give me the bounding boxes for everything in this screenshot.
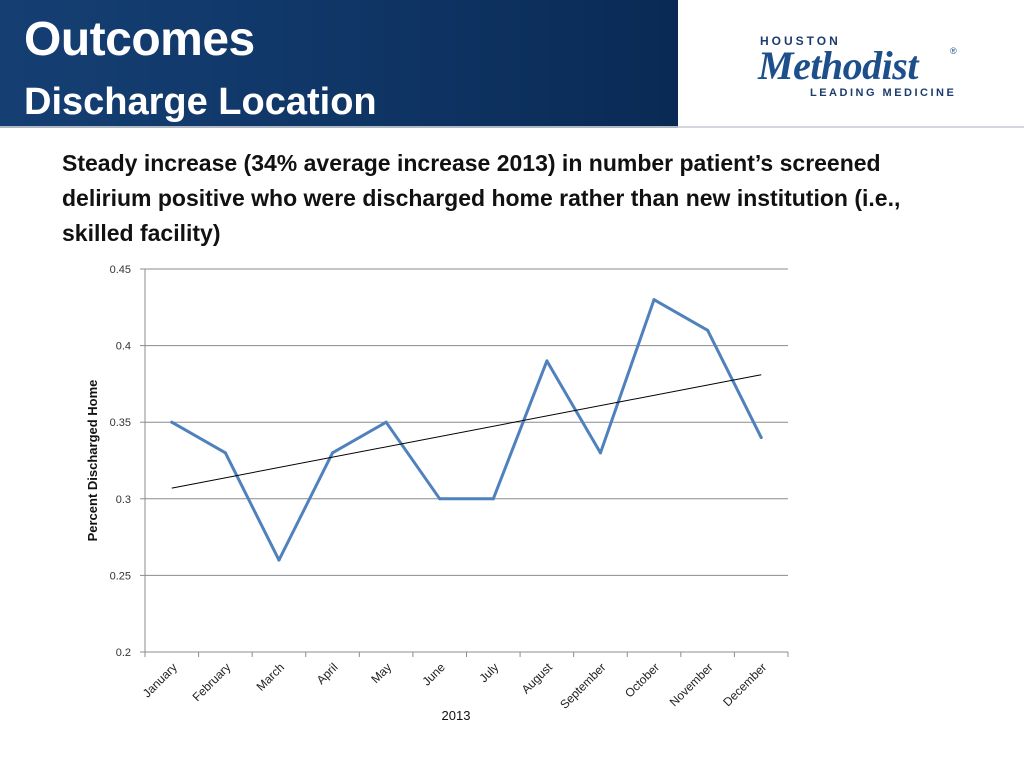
x-tick-label-june: June xyxy=(420,660,449,689)
x-tick-label-august: August xyxy=(519,660,556,697)
logo-top-text: HOUSTON xyxy=(760,34,841,48)
data-point-march xyxy=(277,558,281,562)
summary-text: Steady increase (34% average increase 20… xyxy=(62,150,901,246)
axes xyxy=(140,268,789,657)
houston-methodist-logo: HOUSTON Methodist ® LEADING MEDICINE xyxy=(678,0,1024,128)
data-point-august xyxy=(545,359,549,363)
data-point-june xyxy=(438,497,442,501)
slide-header: Outcomes Discharge Location HOUSTON Meth… xyxy=(0,0,1024,128)
x-tick-label-may: May xyxy=(368,660,394,686)
trendline xyxy=(171,374,762,489)
x-tick-label-february: February xyxy=(190,660,234,704)
series xyxy=(170,298,763,562)
y-tick-labels: 0.2 0.25 0.3 0.35 0.4 0.45 xyxy=(110,264,131,659)
logo-registered-mark: ® xyxy=(950,46,957,56)
y-tick-label: 0.2 xyxy=(116,647,131,659)
slide-title: Outcomes xyxy=(24,13,255,66)
data-point-july xyxy=(491,497,495,501)
y-tick-label: 0.45 xyxy=(110,264,131,276)
data-point-may xyxy=(384,420,388,424)
x-tick-label-november: November xyxy=(667,660,716,709)
x-tick-label-march: March xyxy=(254,660,287,693)
y-axis-title: Percent Discharged Home xyxy=(85,380,100,542)
x-tick-label-july: July xyxy=(476,660,501,685)
series-line xyxy=(170,298,763,562)
y-tick-label: 0.25 xyxy=(110,570,131,582)
y-tick-label: 0.4 xyxy=(116,341,131,353)
title-band: Outcomes Discharge Location xyxy=(0,0,678,128)
data-point-december xyxy=(759,436,763,440)
logo-tagline: LEADING MEDICINE xyxy=(810,87,957,99)
slide-subtitle: Discharge Location xyxy=(24,81,377,123)
line-chart: 0.2 0.25 0.3 0.35 0.4 0.45 January February Mar… xyxy=(85,264,789,723)
x-tick-label-january: January xyxy=(140,660,180,700)
x-tick-label-september: September xyxy=(557,660,608,711)
data-point-september xyxy=(598,451,602,455)
x-tick-label-april: April xyxy=(314,660,341,687)
x-tick-label-december: December xyxy=(720,660,769,709)
y-tick-label: 0.35 xyxy=(110,417,131,429)
data-point-october xyxy=(652,298,656,302)
data-point-january xyxy=(170,420,174,424)
x-axis-title: 2013 xyxy=(442,708,471,723)
data-point-november xyxy=(706,328,710,332)
gridlines xyxy=(145,268,788,576)
x-tick-label-october: October xyxy=(622,660,662,700)
data-point-february xyxy=(223,451,227,455)
y-tick-label: 0.3 xyxy=(116,494,131,506)
logo-name: Methodist xyxy=(758,43,918,88)
data-point-april xyxy=(331,451,335,455)
x-tick-labels: January February March April May June July Augu… xyxy=(140,660,770,712)
